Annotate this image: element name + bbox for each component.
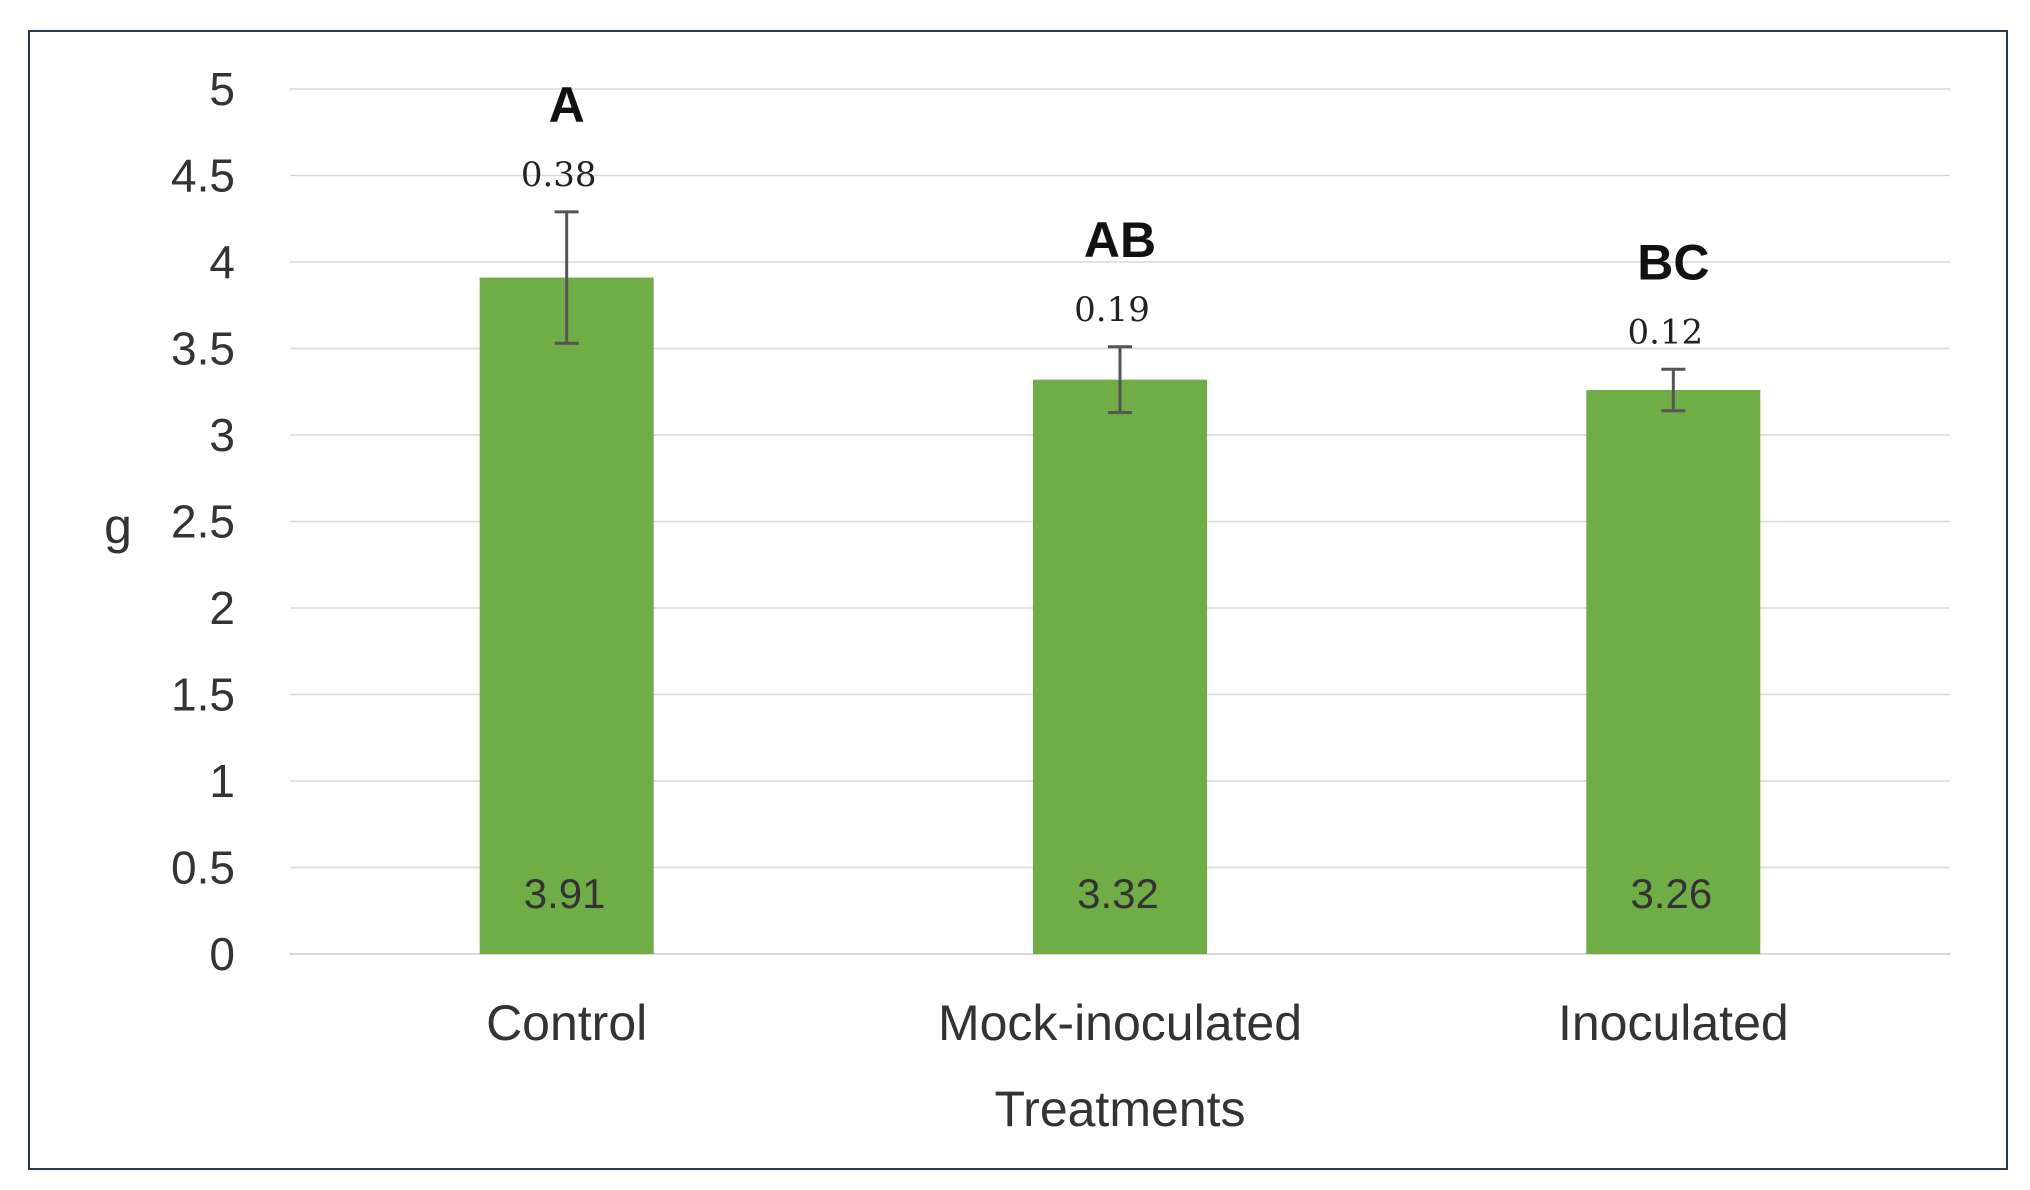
data-label: 3.91 bbox=[524, 870, 606, 917]
significance-letter: A bbox=[549, 77, 585, 133]
y-tick-label: 5 bbox=[209, 63, 235, 115]
y-tick-label: 0.5 bbox=[171, 842, 235, 894]
error-bars bbox=[554, 210, 1686, 415]
y-tick-label: 2 bbox=[209, 582, 235, 634]
x-axis-title: Treatments bbox=[994, 1081, 1245, 1137]
error-value-label: 0.38 bbox=[521, 155, 597, 195]
bar bbox=[1033, 379, 1207, 954]
error-value-label: 0.12 bbox=[1627, 312, 1703, 352]
y-axis-ticks: 0 0.5 1 1.5 2 2.5 3 3.5 4 4.5 5 bbox=[171, 63, 235, 980]
bars bbox=[479, 277, 1761, 954]
data-label: 3.32 bbox=[1077, 870, 1159, 917]
bar bbox=[1586, 390, 1761, 954]
error-value-label: 0.19 bbox=[1074, 290, 1150, 330]
labels: 0.38 A 3.91 Control 0.19 AB 3.32 Mock-inoculate… bbox=[486, 77, 1789, 1051]
bar bbox=[479, 277, 654, 954]
y-tick-label: 0 bbox=[209, 928, 235, 980]
data-label: 3.26 bbox=[1630, 870, 1712, 917]
x-tick-label: Inoculated bbox=[1558, 995, 1789, 1051]
y-axis-title: g bbox=[104, 498, 132, 554]
y-tick-label: 3 bbox=[209, 409, 235, 461]
y-tick-label: 4 bbox=[209, 236, 235, 288]
x-tick-label: Mock-inoculated bbox=[938, 995, 1302, 1051]
y-tick-label: 1 bbox=[209, 755, 235, 807]
significance-letter: AB bbox=[1084, 212, 1156, 268]
significance-letter: BC bbox=[1637, 234, 1709, 290]
y-tick-label: 2.5 bbox=[171, 496, 235, 548]
y-tick-label: 4.5 bbox=[171, 150, 235, 202]
x-tick-label: Control bbox=[486, 995, 647, 1051]
y-tick-label: 1.5 bbox=[171, 669, 235, 721]
y-tick-label: 3.5 bbox=[171, 323, 235, 375]
